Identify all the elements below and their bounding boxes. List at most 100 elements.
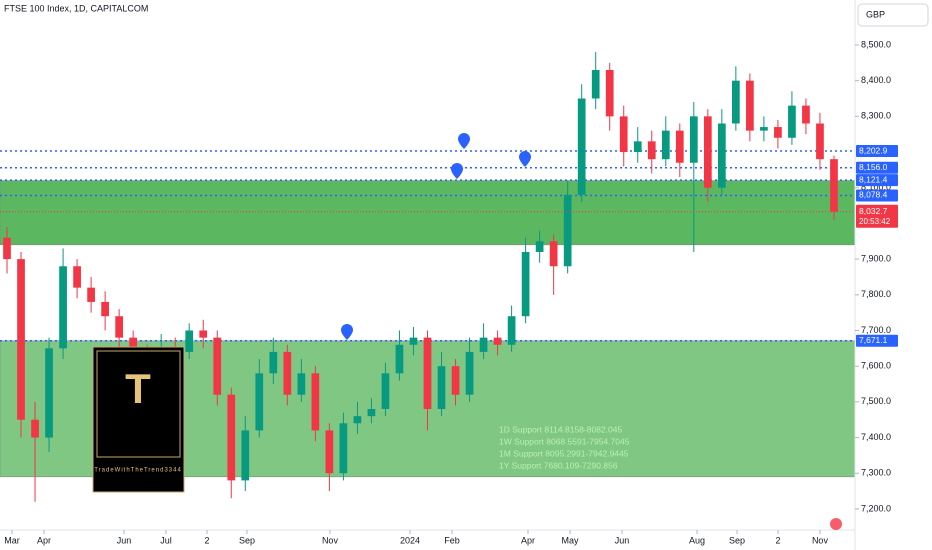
candle-body: [31, 419, 39, 438]
candle-body: [59, 266, 67, 349]
x-tick-label: Jun: [117, 535, 132, 545]
candle-body: [353, 416, 362, 424]
candle-body: [549, 241, 558, 267]
y-tick-label: 7,500.0: [861, 396, 891, 406]
candle-body: [717, 123, 726, 188]
x-tick-label: Apr: [521, 535, 535, 545]
event-pin[interactable]: [519, 151, 531, 167]
candle-body: [381, 373, 390, 410]
x-tick-label: Nov: [322, 535, 339, 545]
candle-body: [774, 127, 782, 138]
candle-body: [816, 123, 824, 160]
candle-body: [213, 337, 222, 395]
candle-body: [255, 373, 264, 431]
candle-body: [830, 159, 838, 212]
chart-title: FTSE 100 Index, 1D, CAPITALCOM: [4, 3, 148, 13]
level-label-bg: [856, 161, 898, 174]
candle-body: [409, 337, 418, 345]
candle-body: [689, 116, 698, 163]
candle-body: [451, 366, 460, 395]
x-tick-label: 2: [776, 535, 781, 545]
candle-body: [507, 316, 516, 345]
y-tick-label: 8,100.0: [861, 182, 891, 192]
candle-body: [760, 127, 768, 131]
y-tick-label: 7,300.0: [861, 468, 891, 478]
x-tick-label: Jun: [615, 535, 630, 545]
candle-body: [591, 69, 600, 99]
candle-body: [605, 69, 614, 117]
candle-body: [283, 351, 292, 395]
x-tick-label: Feb: [444, 535, 460, 545]
event-pin[interactable]: [341, 324, 353, 340]
tv-icon[interactable]: [830, 518, 842, 530]
candle-body: [802, 105, 810, 124]
level-label: 8,202.9: [859, 145, 888, 155]
support-annotation: 1W Support 8068.5591-7954.7045: [499, 436, 630, 446]
currency-button[interactable]: [857, 3, 929, 27]
logo-letter: T: [125, 365, 151, 412]
x-tick-label: Apr: [37, 535, 51, 545]
candle-body: [241, 430, 250, 481]
last-price-bg: [856, 204, 898, 228]
last-price-label: 8,032.7: [859, 206, 888, 216]
event-pin[interactable]: [458, 133, 470, 149]
event-pins: [341, 133, 531, 340]
candle-body: [73, 266, 81, 288]
x-tick-label: 2: [205, 535, 210, 545]
logo-caption: TradeWithTheTrend3344: [94, 468, 182, 474]
candle-body: [746, 80, 754, 131]
candle-body: [115, 316, 123, 338]
candle-body: [325, 430, 334, 474]
level-label-bg: [856, 334, 898, 347]
candle-body: [339, 423, 348, 474]
level-label-bg: [856, 189, 898, 202]
candle-body: [661, 130, 670, 160]
y-tick-label: 8,300.0: [861, 111, 891, 121]
candle-body: [199, 330, 208, 338]
y-tick-label: 8,400.0: [861, 75, 891, 85]
candle-body: [563, 194, 572, 267]
x-tick-label: Aug: [689, 535, 705, 545]
y-tick-label: 7,200.0: [861, 503, 891, 513]
y-tick-label: 8,500.0: [861, 39, 891, 49]
candle-body: [633, 141, 642, 153]
level-label: 8,078.4: [859, 190, 888, 200]
support-zone: [0, 180, 856, 246]
x-tick-label: Mar: [4, 535, 20, 545]
x-tick-label: 2024: [400, 535, 420, 545]
candle-body: [423, 337, 432, 410]
y-tick-label: 7,900.0: [861, 253, 891, 263]
logo-frame: [96, 350, 181, 458]
candle-body: [535, 241, 544, 252]
candle-body: [227, 394, 236, 481]
candle-body: [577, 98, 586, 195]
x-tick-label: Sep: [239, 535, 255, 545]
candle-body: [3, 237, 11, 260]
level-label-bg: [856, 174, 898, 187]
x-tick-label: Jul: [160, 535, 172, 545]
countdown: 20:53:42: [859, 217, 891, 226]
candle-body: [647, 141, 656, 160]
candle-body: [675, 130, 684, 163]
candle-body: [788, 105, 796, 138]
event-pin[interactable]: [451, 163, 463, 179]
level-label: 8,156.0: [859, 162, 888, 172]
plot-area: [0, 52, 856, 502]
candle-body: [493, 337, 502, 345]
support-annotation: 1Y Support 7680.109-7290.856: [499, 460, 618, 470]
x-tick-label: May: [562, 535, 580, 545]
logo: T TradeWithTheTrend3344: [92, 346, 185, 493]
candle-body: [465, 351, 474, 395]
candle-body: [521, 251, 530, 317]
y-tick-label: 7,400.0: [861, 432, 891, 442]
y-tick-label: 7,700.0: [861, 325, 891, 335]
candle-body: [703, 116, 712, 188]
level-label: 7,671.1: [859, 335, 888, 345]
candle-body: [45, 348, 53, 438]
candle-body: [311, 373, 320, 431]
candle-body: [732, 80, 740, 124]
x-tick-label: Nov: [812, 535, 829, 545]
candle-body: [395, 344, 404, 374]
currency[interactable]: GBP: [866, 9, 885, 19]
